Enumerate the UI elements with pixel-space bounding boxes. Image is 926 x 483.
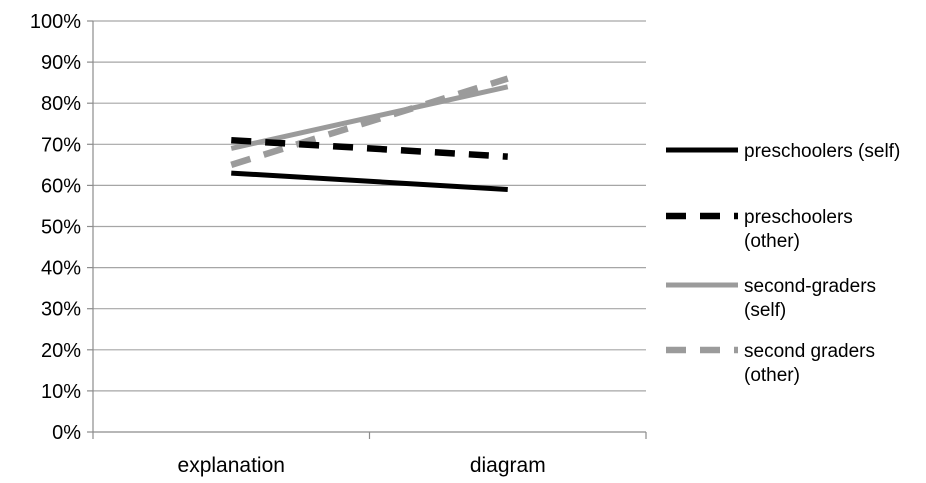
x-axis-tick-label: explanation bbox=[178, 454, 285, 477]
series-line-3 bbox=[230, 84, 509, 151]
y-axis-tick-label: 0% bbox=[52, 422, 81, 444]
legend-label-3: second-graders bbox=[744, 276, 876, 297]
x-axis-tick-labels: explanation diagram bbox=[178, 454, 546, 477]
axes bbox=[87, 20, 647, 439]
x-axis-tick-label: diagram bbox=[470, 454, 546, 477]
series-line-4 bbox=[230, 75, 509, 168]
y-axis-tick-label: 10% bbox=[41, 381, 81, 403]
series-line-2 bbox=[231, 136, 508, 160]
y-axis-tick-label: 90% bbox=[41, 52, 81, 74]
gridlines bbox=[93, 20, 646, 392]
y-axis-tick-label: 20% bbox=[41, 340, 81, 362]
legend-label-1: preschoolers (self) bbox=[744, 141, 900, 162]
y-axis-tick-label: 80% bbox=[41, 93, 81, 115]
y-axis-tick-label: 60% bbox=[41, 175, 81, 197]
y-axis-tick-label: 30% bbox=[41, 299, 81, 321]
series-lines bbox=[230, 75, 509, 193]
y-axis-tick-label: 40% bbox=[41, 258, 81, 280]
y-axis-tick-label: 70% bbox=[41, 134, 81, 156]
legend-label-4: second graders bbox=[744, 341, 875, 362]
y-axis-tick-labels: 0% 10% 20% 30% 40% 50% 60% 70% 80% 90% 100% bbox=[30, 11, 81, 444]
legend-label-2: (other) bbox=[744, 231, 800, 252]
legend-label-4: (other) bbox=[744, 365, 800, 386]
y-axis-tick-label: 100% bbox=[30, 11, 81, 33]
y-axis-tick-label: 50% bbox=[41, 217, 81, 239]
legend: preschoolers (self) preschoolers (other) se… bbox=[666, 141, 900, 386]
legend-label-3: (self) bbox=[744, 300, 786, 321]
series-line-1 bbox=[231, 170, 508, 193]
legend-label-2: preschoolers bbox=[744, 207, 853, 228]
